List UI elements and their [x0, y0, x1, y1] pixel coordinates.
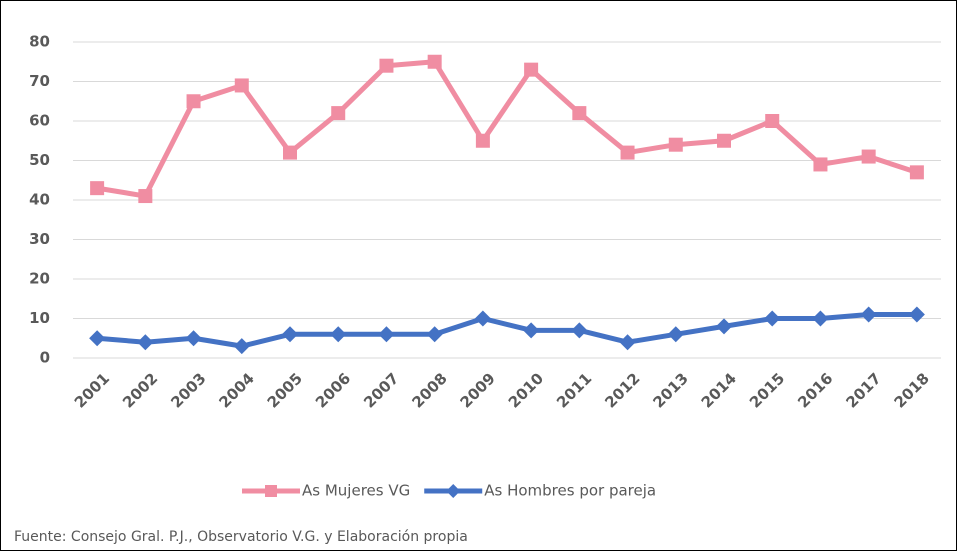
data-point [474, 310, 491, 327]
data-point [282, 326, 298, 343]
data-point [138, 189, 153, 204]
data-point [668, 137, 683, 152]
data-point [137, 334, 154, 351]
data-point [909, 165, 924, 180]
y-tick-label: 80 [29, 33, 50, 51]
legend-label: As Mujeres VG [302, 482, 410, 500]
data-point [426, 326, 443, 343]
data-point [379, 58, 394, 73]
data-point [331, 106, 346, 121]
data-point [571, 322, 588, 339]
data-point [234, 78, 249, 93]
legend-marker [265, 485, 277, 497]
data-point [233, 338, 250, 355]
data-point [813, 157, 828, 172]
data-point [186, 94, 201, 109]
series-line [96, 312, 917, 349]
legend-label: As Hombres por pareja [484, 482, 656, 500]
data-point [667, 326, 684, 343]
y-tick-label: 20 [29, 270, 50, 288]
data-point [523, 322, 540, 339]
data-point [90, 181, 105, 196]
data-point [185, 330, 202, 347]
data-point [908, 306, 925, 323]
y-tick-label: 10 [29, 309, 50, 327]
data-point [427, 54, 442, 69]
y-tick-label: 60 [29, 112, 50, 130]
source-note: Fuente: Consejo Gral. P.J., Observatorio… [14, 529, 468, 545]
data-point [89, 330, 106, 347]
series-line [96, 59, 918, 199]
y-tick-label: 70 [29, 72, 50, 90]
data-point [860, 306, 877, 323]
y-tick-label: 50 [29, 151, 50, 169]
data-point [524, 62, 539, 77]
legend-marker [446, 484, 461, 498]
data-point [812, 310, 829, 327]
data-point [620, 145, 635, 160]
y-tick-label: 40 [29, 191, 50, 209]
data-point [764, 310, 781, 327]
data-point [765, 114, 780, 128]
data-point [861, 149, 876, 164]
data-point [378, 326, 395, 343]
y-tick-label: 30 [29, 230, 50, 248]
data-point [283, 145, 297, 160]
data-point [717, 133, 731, 148]
data-point [619, 334, 636, 351]
data-point [572, 106, 587, 121]
y-tick-label: 0 [40, 349, 50, 367]
data-point [475, 133, 490, 148]
data-point [716, 318, 732, 335]
data-point [330, 326, 347, 343]
